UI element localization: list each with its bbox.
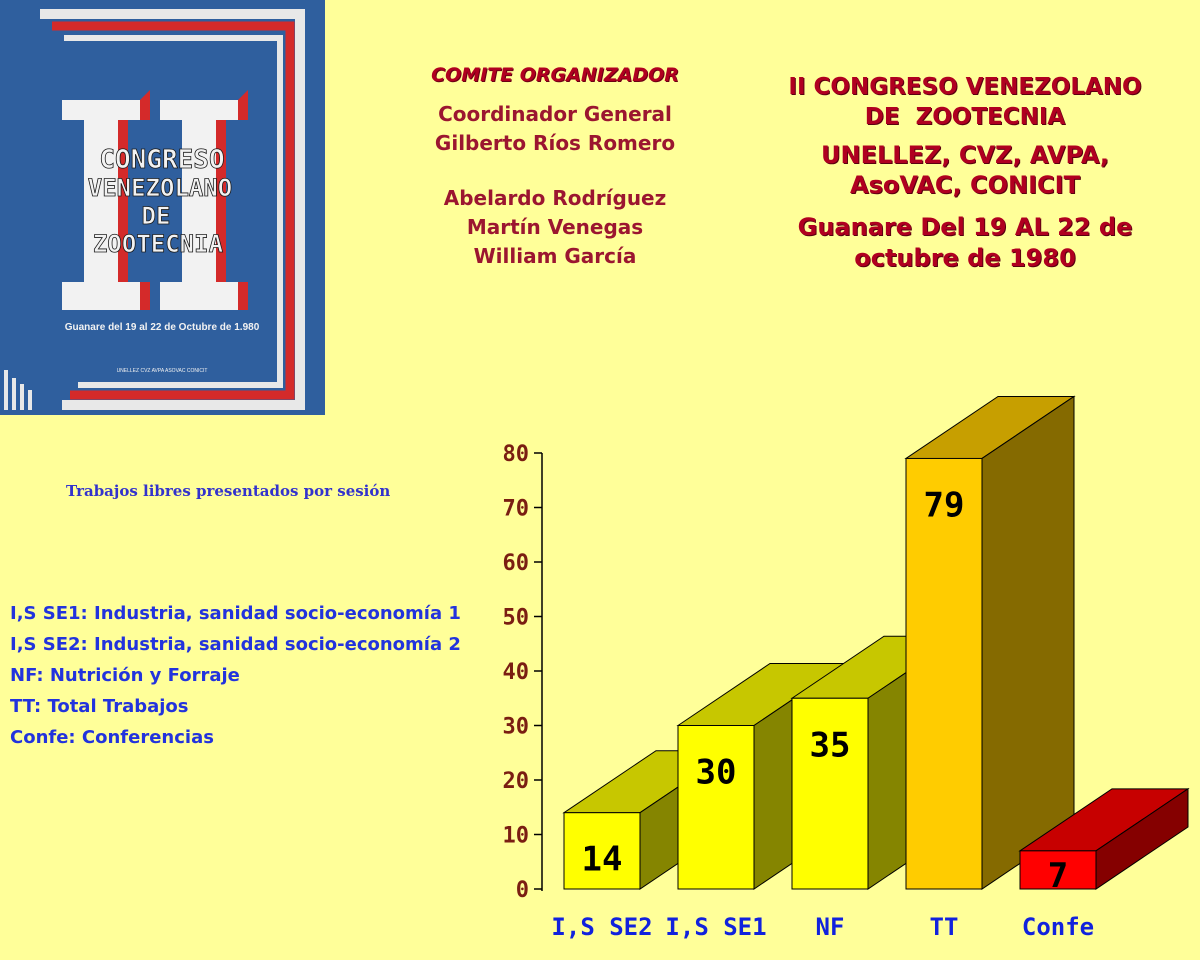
organizing-committee: COMITE ORGANIZADOR Coordinador General G… — [400, 64, 710, 271]
category-label: TT — [930, 913, 959, 941]
poster-title-line: VENEZOLANO — [88, 174, 233, 202]
congress-title-block: II CONGRESO VENEZOLANO DE ZOOTECNIA UNEL… — [760, 72, 1170, 273]
committee-line: Coordinador General — [438, 102, 672, 126]
y-tick-label: 50 — [503, 606, 530, 631]
data-label: 14 — [582, 840, 623, 880]
bar — [563, 812, 641, 890]
committee-line: William García — [473, 244, 637, 268]
poster-numeral — [62, 90, 248, 310]
y-tick-label: 20 — [503, 769, 530, 794]
committee-line: Abelardo Rodríguez — [443, 186, 667, 210]
poster-date: Guanare del 19 al 22 de Octubre de 1.980 — [65, 322, 260, 333]
y-tick-label: 40 — [503, 660, 530, 685]
congress-date-line: Guanare Del 19 AL 22 de — [797, 213, 1133, 241]
legend-item: TT: Total Trabajos — [10, 696, 189, 717]
y-tick-label: 30 — [503, 715, 530, 740]
poster-title-line: CONGRESO — [99, 145, 224, 175]
y-tick-label: 10 — [503, 824, 530, 849]
category-label: NF — [816, 913, 845, 941]
bar — [1019, 850, 1097, 890]
poster-title-line: ZOOTECNIA — [93, 230, 224, 258]
committee-line: Gilberto Ríos Romero — [434, 131, 676, 155]
chart-legend: I,S SE1: Industria, sanidad socio-econom… — [10, 598, 461, 753]
congress-title-line: DE ZOOTECNIA — [864, 104, 1066, 130]
congress-poster-image: CONGRESO VENEZOLANO DE ZOOTECNIA Guanare… — [0, 0, 325, 415]
committee-line: Martín Venegas — [466, 215, 644, 239]
y-tick-label: 0 — [516, 878, 529, 903]
data-label: 7 — [1048, 856, 1068, 896]
y-tick-label: 70 — [503, 497, 530, 522]
committee-heading: COMITE ORGANIZADOR — [431, 64, 679, 86]
y-tick-label: 60 — [503, 551, 530, 576]
category-label: Confe — [1022, 913, 1094, 941]
bar — [677, 725, 755, 890]
bar — [905, 457, 983, 890]
congress-title-line: II CONGRESO VENEZOLANO — [788, 74, 1142, 100]
legend-item: I,S SE1: Industria, sanidad socio-econom… — [10, 603, 461, 624]
category-label: I,S SE2 — [551, 913, 652, 941]
data-label: 30 — [696, 753, 737, 793]
poster-title-line: DE — [142, 202, 171, 230]
congress-sponsor-line: UNELLEZ, CVZ, AVPA, — [821, 141, 1109, 169]
poster-footer: UNELLEZ CVZ AVPA ASOVAC CONICIT — [117, 368, 208, 374]
data-label: 79 — [924, 485, 965, 525]
chart-caption: Trabajos libres presentados por sesión — [66, 482, 391, 500]
data-label: 35 — [810, 725, 851, 765]
congress-sponsor-line: AsoVAC, CONICIT — [850, 171, 1080, 199]
legend-item: Confe: Conferencias — [10, 727, 214, 748]
bar — [791, 697, 869, 890]
y-tick-label: 80 — [503, 442, 530, 467]
bar-side — [981, 395, 1075, 890]
legend-item: NF: Nutrición y Forraje — [10, 665, 240, 686]
category-label: I,S SE1 — [665, 913, 766, 941]
legend-item: I,S SE2: Industria, sanidad socio-econom… — [10, 634, 461, 655]
congress-date-line: octubre de 1980 — [854, 244, 1076, 272]
